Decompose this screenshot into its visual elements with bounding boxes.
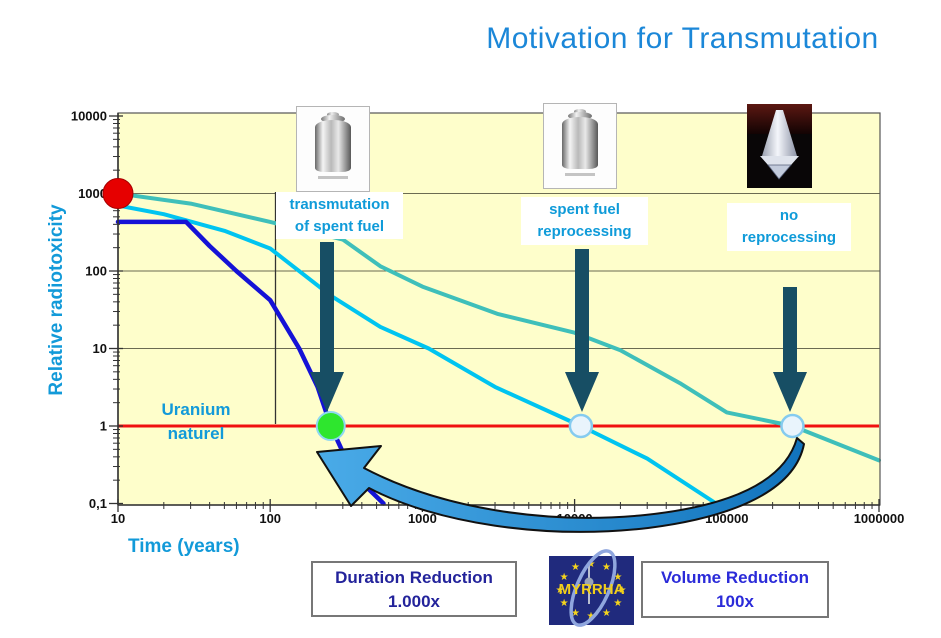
label-transmutation: transmutation of spent fuel [276,192,403,239]
myrrha-logo: ★ ★ ★ ★ ★ ★ ★ ★ ★ ★ ★ ★ MYRRHA [549,549,634,627]
down-arrows [310,242,807,412]
logo-star: ★ [586,611,596,622]
canister-caption-line [318,176,348,179]
myrrha-logo-background [549,556,634,625]
label-transmutation-line1: transmutation [289,196,390,213]
label-no-reprocessing-line1: no [779,207,799,224]
canister-caption-line [565,173,595,176]
logo-star: ★ [559,572,569,583]
logo-star: ★ [555,585,565,596]
waste-canister-image-transmutation [296,106,370,192]
cask-cone [762,110,797,156]
spent-fuel-cask-photo [747,104,812,188]
y-tick-label: 1000 [78,186,107,201]
logo-star: ★ [571,562,580,574]
x-tick-label: 100 [259,511,281,526]
label-reprocessing: spent fuel reprocessing [521,197,648,245]
volume-reduction-label: Volume Reduction [661,568,809,587]
logo-star: ★ [559,598,569,609]
orbit-ellipse [569,549,617,627]
uranium-naturel-line1: Uranium [161,400,231,419]
orbit-icon [569,549,617,627]
y-tick-label: 1 [100,419,107,434]
label-reprocessing-line1: spent fuel [549,201,620,218]
y-tick-label: 10 [93,341,107,356]
logo-star: ★ [617,585,627,596]
duration-reduction-label: Duration Reduction [335,568,493,587]
page-title: Motivation for Transmutation [486,22,879,55]
cask-tip [767,164,792,180]
canister-lid [321,115,345,123]
label-reprocessing-line2: reprocessing [537,223,632,240]
x-tick-label: 1000000 [854,511,905,526]
series-no-reprocessing [116,191,881,463]
reprocessing-crossing-dot [568,413,594,439]
logo-star: ★ [602,562,611,574]
logo-star: ★ [586,559,596,570]
y-tick-label: 10000 [71,109,107,124]
y-tick-label: 100 [85,264,107,279]
reduction-swoosh-arrow [316,437,805,533]
canister-body [315,120,351,172]
canister-body [562,117,598,169]
series-spent-fuel-reprocessing [116,203,719,506]
no-reprocessing-crossing-dot [780,413,805,439]
logo-star: ★ [602,607,611,619]
pendulum-ball [584,577,594,587]
x-tick-label: 1000 [408,511,437,526]
logo-star: ★ [613,572,623,583]
canister-knob [327,112,339,117]
initial-radiotoxicity-dot [102,178,134,209]
x-tick-label: 10 [111,511,125,526]
label-transmutation-line2: of spent fuel [294,218,385,235]
uranium-naturel-line2: naturel [167,424,225,443]
transmutation-crossing-dot [315,411,346,441]
label-no-reprocessing: no reprocessing [727,203,851,251]
down-arrow-reprocessing [565,249,599,412]
cask-skirt [760,156,799,165]
down-arrow-no-reprocessing [773,287,807,412]
logo-star: ★ [571,607,580,619]
myrrha-logo-text: MYRRHA [558,581,625,598]
waste-canister-image-reprocessing [543,103,617,189]
y-tick-label: 0,1 [89,496,107,511]
canister-knob [574,109,586,114]
canister-lid [568,112,592,120]
label-no-reprocessing-line2: reprocessing [741,229,837,246]
logo-star: ★ [613,598,623,609]
uranium-naturel-label: Uranium naturel [138,398,254,446]
x-axis-title: Time (years) [128,536,240,557]
volume-reduction-value: 100x [716,592,754,611]
volume-reduction-box: Volume Reduction 100x [641,561,829,618]
down-arrow-transmutation [310,242,344,412]
duration-reduction-box: Duration Reduction 1.000x [311,561,517,617]
y-axis-title: Relative radiotoxicity [46,204,67,396]
duration-reduction-value: 1.000x [388,592,440,611]
